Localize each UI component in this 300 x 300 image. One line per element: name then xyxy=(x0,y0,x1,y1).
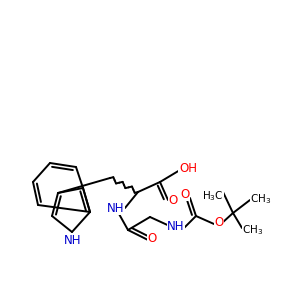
Text: NH: NH xyxy=(107,202,125,214)
Text: NH: NH xyxy=(167,220,185,233)
Text: O: O xyxy=(214,215,224,229)
Text: O: O xyxy=(168,194,178,208)
Text: OH: OH xyxy=(179,163,197,176)
Text: O: O xyxy=(147,232,157,245)
Text: NH: NH xyxy=(64,235,82,248)
Text: CH$_3$: CH$_3$ xyxy=(250,192,272,206)
Text: H$_3$C: H$_3$C xyxy=(202,189,224,203)
Text: O: O xyxy=(180,188,190,200)
Text: CH$_3$: CH$_3$ xyxy=(242,223,264,237)
